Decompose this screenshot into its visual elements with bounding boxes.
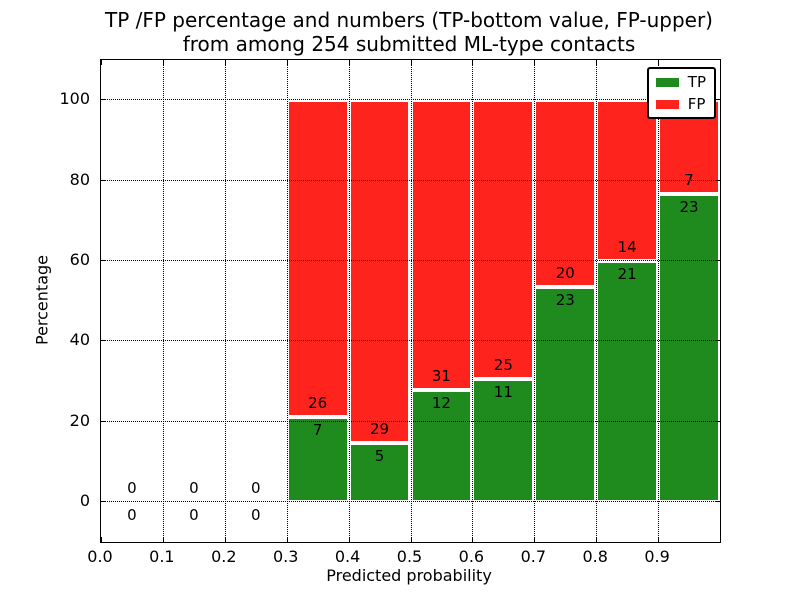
fp-bar-segment <box>534 100 597 287</box>
y-tick-mark <box>101 99 106 101</box>
tp-count-label: 23 <box>555 290 575 309</box>
x-tick-label: 0.6 <box>458 547 485 566</box>
x-tick-mark-top <box>286 60 288 65</box>
x-tick-mark <box>410 537 412 542</box>
fp-count-label: 29 <box>370 419 390 438</box>
x-tick-label: 0.0 <box>87 547 113 566</box>
y-tick-mark <box>101 340 106 342</box>
y-tick-label: 60 <box>69 249 90 269</box>
x-axis-label: Predicted probability <box>326 566 492 585</box>
tp-bar-segment <box>658 193 720 502</box>
y-tick-label: 100 <box>59 89 90 109</box>
fp-bar-segment <box>348 100 411 443</box>
fp-count-label: 14 <box>617 237 637 256</box>
x-tick-mark <box>596 537 598 542</box>
y-tick-label: 40 <box>69 330 90 350</box>
tp-bar-segment <box>472 379 535 502</box>
x-tick-mark <box>286 537 288 542</box>
x-tick-mark-top <box>348 60 350 65</box>
y-tick-mark-right <box>715 340 720 342</box>
y-tick-mark <box>101 500 106 502</box>
y-tick-label: 0 <box>79 490 90 510</box>
fp-bar-segment <box>410 100 473 390</box>
y-tick-mark-right <box>715 500 720 502</box>
x-tick-mark <box>348 537 350 542</box>
x-tick-mark-top <box>534 60 536 65</box>
x-tick-mark-top <box>101 60 102 65</box>
y-tick-mark-right <box>715 179 720 181</box>
fp-count-label: 26 <box>308 393 328 412</box>
legend-label-fp: FP <box>687 95 706 113</box>
tp-count-label: 0 <box>127 505 137 524</box>
x-tick-mark-top <box>162 60 164 65</box>
x-tick-label: 0.8 <box>582 547 608 566</box>
x-tick-mark-top <box>596 60 598 65</box>
x-tick-label: 0.9 <box>644 547 670 566</box>
tp-count-label: 5 <box>374 446 385 465</box>
x-tick-label: 0.4 <box>334 547 361 566</box>
tp-count-label: 23 <box>679 197 699 216</box>
fp-swatch-icon <box>655 99 679 109</box>
tp-count-label: 11 <box>493 383 513 402</box>
tp-count-label: 7 <box>312 420 323 439</box>
x-tick-mark <box>534 537 536 542</box>
fp-count-label: 20 <box>555 263 575 282</box>
gridline-vertical <box>162 60 164 542</box>
fp-count-label: 31 <box>431 366 451 385</box>
x-tick-label: 0.1 <box>149 547 175 566</box>
fp-count-label: 0 <box>250 478 261 497</box>
fp-bar-segment <box>286 100 349 417</box>
x-tick-mark-top <box>224 60 226 65</box>
fp-count-label: 25 <box>493 356 513 375</box>
x-tick-mark-top <box>658 60 660 65</box>
x-tick-mark <box>658 537 660 542</box>
plot-area: TP FP 0 0 0 0 0 0 26 7 29 5 31 12 25 11 20 23 14 21 7 23 <box>100 59 721 543</box>
tp-bar-segment <box>596 260 659 502</box>
gridline-vertical <box>224 60 226 542</box>
tp-count-label: 12 <box>431 393 451 412</box>
tp-count-label: 21 <box>617 264 637 283</box>
fp-count-label: 7 <box>684 170 694 189</box>
fp-count-label: 0 <box>189 478 199 497</box>
tp-count-label: 0 <box>250 505 261 524</box>
y-tick-mark-right <box>715 259 720 261</box>
x-tick-mark <box>162 537 164 542</box>
y-tick-mark-right <box>715 420 720 422</box>
tp-count-label: 0 <box>189 505 199 524</box>
fp-bar-segment <box>472 100 535 380</box>
x-tick-mark-top <box>472 60 474 65</box>
x-tick-label: 0.7 <box>520 547 547 566</box>
x-tick-label: 0.2 <box>211 547 237 566</box>
x-tick-label: 0.3 <box>272 547 299 566</box>
legend-label-tp: TP <box>687 73 706 91</box>
y-tick-mark <box>101 179 106 181</box>
x-tick-mark <box>472 537 474 542</box>
x-tick-label: 0.5 <box>396 547 423 566</box>
tp-bar-segment <box>534 287 597 502</box>
tp-swatch-icon <box>655 77 679 87</box>
y-tick-label: 80 <box>69 169 90 189</box>
y-tick-label: 20 <box>69 410 90 430</box>
y-tick-mark <box>101 259 106 261</box>
legend-row-tp: TP <box>655 73 706 91</box>
y-tick-mark <box>101 420 106 422</box>
fp-count-label: 0 <box>127 478 137 497</box>
chart-title-line1: TP /FP percentage and numbers (TP-bottom… <box>105 8 713 32</box>
legend: TP FP <box>646 67 716 119</box>
legend-row-fp: FP <box>655 95 706 113</box>
x-tick-mark-top <box>410 60 412 65</box>
chart-title-line2: from among 254 submitted ML-type contact… <box>182 32 636 56</box>
x-tick-mark <box>224 537 226 542</box>
x-tick-mark <box>101 537 102 542</box>
fp-bar-segment <box>596 100 659 261</box>
